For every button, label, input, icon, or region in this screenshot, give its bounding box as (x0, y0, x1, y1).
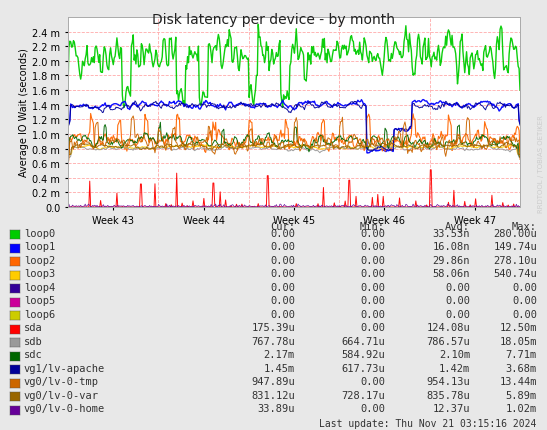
Text: 2.17m: 2.17m (264, 350, 295, 359)
Y-axis label: Average IO Wait (seconds): Average IO Wait (seconds) (20, 49, 30, 177)
Text: loop2: loop2 (24, 255, 55, 265)
Text: 0.00: 0.00 (270, 228, 295, 238)
Text: 0.00: 0.00 (360, 255, 385, 265)
Text: vg0/lv-0-home: vg0/lv-0-home (24, 403, 105, 413)
Text: sda: sda (24, 322, 43, 332)
Text: 280.00u: 280.00u (493, 228, 537, 238)
Text: 0.00: 0.00 (270, 242, 295, 252)
Text: 3.68m: 3.68m (506, 363, 537, 373)
Text: 12.37u: 12.37u (433, 403, 470, 413)
Text: 16.08n: 16.08n (433, 242, 470, 252)
Text: 728.17u: 728.17u (341, 390, 385, 400)
Text: 0.00: 0.00 (360, 228, 385, 238)
Text: 12.50m: 12.50m (499, 322, 537, 332)
Text: 0.00: 0.00 (512, 309, 537, 319)
Text: 0.00: 0.00 (360, 376, 385, 387)
Text: 0.00: 0.00 (270, 295, 295, 306)
Text: 835.78u: 835.78u (426, 390, 470, 400)
Text: 786.57u: 786.57u (426, 336, 470, 346)
Text: 29.86n: 29.86n (433, 255, 470, 265)
Text: 584.92u: 584.92u (341, 350, 385, 359)
Text: loop5: loop5 (24, 295, 55, 306)
Text: 0.00: 0.00 (445, 309, 470, 319)
Text: 767.78u: 767.78u (251, 336, 295, 346)
Text: loop0: loop0 (24, 228, 55, 238)
Text: vg0/lv-0-var: vg0/lv-0-var (24, 390, 99, 400)
Text: 0.00: 0.00 (360, 322, 385, 332)
Text: 18.05m: 18.05m (499, 336, 537, 346)
Text: 0.00: 0.00 (360, 242, 385, 252)
Text: 0.00: 0.00 (445, 295, 470, 306)
Text: 0.00: 0.00 (270, 255, 295, 265)
Text: Max:: Max: (512, 221, 537, 231)
Text: vg0/lv-0-tmp: vg0/lv-0-tmp (24, 376, 99, 387)
Text: 58.06n: 58.06n (433, 269, 470, 279)
Text: loop4: loop4 (24, 282, 55, 292)
Text: vg1/lv-apache: vg1/lv-apache (24, 363, 105, 373)
Text: loop6: loop6 (24, 309, 55, 319)
Text: 617.73u: 617.73u (341, 363, 385, 373)
Text: 7.71m: 7.71m (506, 350, 537, 359)
Text: 5.89m: 5.89m (506, 390, 537, 400)
Text: loop1: loop1 (24, 242, 55, 252)
Text: 954.13u: 954.13u (426, 376, 470, 387)
Text: 0.00: 0.00 (360, 269, 385, 279)
Text: 0.00: 0.00 (270, 309, 295, 319)
Text: sdc: sdc (24, 350, 43, 359)
Text: 0.00: 0.00 (360, 295, 385, 306)
Text: 2.10m: 2.10m (439, 350, 470, 359)
Text: loop3: loop3 (24, 269, 55, 279)
Text: 0.00: 0.00 (512, 282, 537, 292)
Text: 124.08u: 124.08u (426, 322, 470, 332)
Text: 1.42m: 1.42m (439, 363, 470, 373)
Text: 0.00: 0.00 (360, 282, 385, 292)
Text: 540.74u: 540.74u (493, 269, 537, 279)
Text: 1.02m: 1.02m (506, 403, 537, 413)
Text: 0.00: 0.00 (360, 403, 385, 413)
Text: Disk latency per device - by month: Disk latency per device - by month (152, 13, 395, 27)
Text: 0.00: 0.00 (270, 269, 295, 279)
Text: 0.00: 0.00 (360, 309, 385, 319)
Text: 13.44m: 13.44m (499, 376, 537, 387)
Text: Avg:: Avg: (445, 221, 470, 231)
Text: 175.39u: 175.39u (251, 322, 295, 332)
Text: 0.00: 0.00 (270, 282, 295, 292)
Text: 278.10u: 278.10u (493, 255, 537, 265)
Text: Min:: Min: (360, 221, 385, 231)
Text: 0.00: 0.00 (512, 295, 537, 306)
Text: sdb: sdb (24, 336, 43, 346)
Text: Cur:: Cur: (270, 221, 295, 231)
Text: 664.71u: 664.71u (341, 336, 385, 346)
Text: Last update: Thu Nov 21 03:15:16 2024: Last update: Thu Nov 21 03:15:16 2024 (319, 418, 536, 429)
Text: 1.45m: 1.45m (264, 363, 295, 373)
Text: 831.12u: 831.12u (251, 390, 295, 400)
Text: 33.53n: 33.53n (433, 228, 470, 238)
Text: 149.74u: 149.74u (493, 242, 537, 252)
Text: 947.89u: 947.89u (251, 376, 295, 387)
Text: RRDTOOL / TOBIAS OETIKER: RRDTOOL / TOBIAS OETIKER (538, 114, 544, 212)
Text: 33.89u: 33.89u (258, 403, 295, 413)
Text: 0.00: 0.00 (445, 282, 470, 292)
